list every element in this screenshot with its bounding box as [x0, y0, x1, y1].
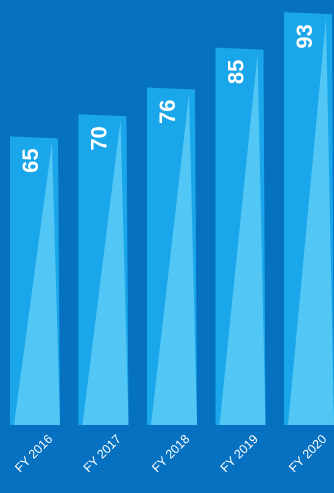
data-label: 85: [224, 60, 249, 84]
bar-highlight: [14, 142, 60, 425]
x-tick-label: FY 2019: [218, 432, 261, 475]
x-tick-label: FY 2018: [149, 432, 192, 475]
bar-highlight: [151, 93, 197, 425]
data-label: 76: [155, 100, 180, 124]
data-label: 70: [87, 126, 112, 150]
x-tick-label: FY 2020: [286, 432, 329, 475]
x-tick-label: FY 2017: [81, 432, 124, 475]
data-label: 65: [18, 148, 43, 172]
bar-highlight: [219, 53, 266, 425]
bar-highlight: [82, 120, 129, 425]
x-tick-label: FY 2016: [12, 432, 55, 475]
data-label: 93: [292, 24, 317, 48]
bar-highlight: [288, 18, 334, 426]
